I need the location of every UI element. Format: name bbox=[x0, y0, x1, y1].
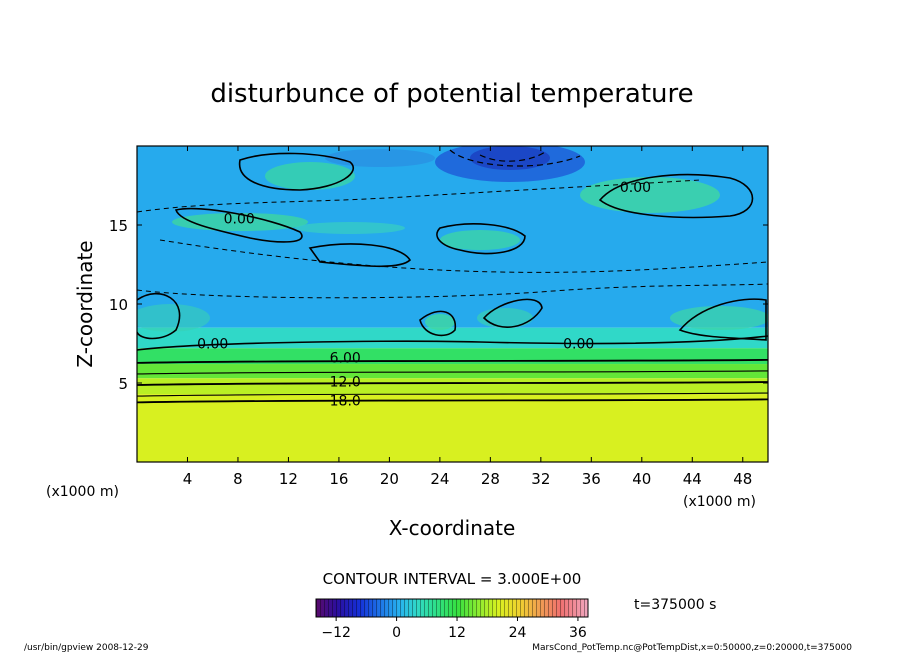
contour-label: 0.00 bbox=[197, 337, 228, 353]
colorbar-tick-label: 0 bbox=[392, 625, 401, 641]
contour-line bbox=[137, 381, 768, 386]
contour-line bbox=[174, 207, 303, 243]
x-tick-label: 40 bbox=[632, 470, 651, 488]
x-tick-label: 36 bbox=[582, 470, 601, 488]
x-tick-label: 8 bbox=[233, 470, 243, 488]
colorbar-tick-label: −12 bbox=[321, 625, 351, 641]
warm-patch bbox=[580, 177, 720, 213]
contour-line bbox=[137, 335, 768, 351]
warm-patch bbox=[425, 314, 455, 330]
footer-left: /usr/bin/gpview 2008-12-29 bbox=[24, 643, 149, 653]
x-tick-label: 28 bbox=[481, 470, 500, 488]
y-tick-label: 5 bbox=[118, 375, 128, 393]
contour-line bbox=[678, 298, 767, 341]
contour-line bbox=[137, 392, 768, 397]
y-axis: 5 10 15 bbox=[109, 217, 768, 393]
x-tick-label: 4 bbox=[183, 470, 193, 488]
contour-labels: 0.00 0.00 0.00 0.00 6.00 12.0 18.0 bbox=[197, 180, 651, 409]
warm-patch bbox=[670, 306, 768, 330]
colorbar-stripes bbox=[316, 599, 588, 617]
contour-line bbox=[482, 298, 543, 328]
y-tick-label: 15 bbox=[109, 217, 128, 235]
contour-label: 0.00 bbox=[563, 337, 594, 353]
contour-interval: CONTOUR INTERVAL = 3.000E+00 bbox=[323, 570, 582, 588]
colorbar: −12 0 12 24 36 bbox=[315, 598, 589, 641]
contour-line-dashed bbox=[449, 149, 581, 167]
plot-area: 0.00 0.00 0.00 0.00 6.00 12.0 18.0 bbox=[137, 146, 768, 462]
x-tick-label: 44 bbox=[683, 470, 702, 488]
chart-title: disturbunce of potential temperature bbox=[210, 79, 693, 109]
x-tick-label: 12 bbox=[279, 470, 298, 488]
contour-line bbox=[137, 358, 768, 364]
y-tick-label: 10 bbox=[109, 296, 128, 314]
x-unit-right: (x1000 m) bbox=[683, 494, 756, 510]
contour-label: 0.00 bbox=[224, 212, 255, 228]
field-patches bbox=[137, 146, 768, 332]
contour-line bbox=[419, 310, 456, 337]
contour-line-dashed bbox=[159, 239, 768, 273]
color-layer bbox=[137, 394, 768, 462]
contour-line-dashed bbox=[137, 283, 768, 299]
cold-patch bbox=[325, 149, 435, 167]
contour-line bbox=[598, 173, 754, 219]
contour-label: 6.00 bbox=[330, 351, 361, 367]
contour-line bbox=[308, 243, 412, 268]
contour-line bbox=[436, 223, 526, 255]
warm-patch bbox=[440, 230, 520, 250]
x-tick-label: 32 bbox=[531, 470, 550, 488]
y-axis-label: Z-coordinate bbox=[73, 240, 97, 367]
x-tick-label: 48 bbox=[733, 470, 752, 488]
contour-lines bbox=[137, 149, 768, 351]
x-axis-label: X-coordinate bbox=[389, 516, 516, 540]
colorbar-tick-label: 24 bbox=[509, 625, 527, 641]
color-layer bbox=[137, 364, 768, 379]
x-tick-label: 20 bbox=[380, 470, 399, 488]
contour-bands bbox=[137, 358, 768, 404]
colorbar-tick-label: 12 bbox=[448, 625, 466, 641]
x-tick-label: 16 bbox=[329, 470, 348, 488]
color-layer bbox=[137, 378, 768, 395]
contour-line bbox=[137, 370, 768, 375]
contour-line bbox=[137, 398, 768, 404]
x-tick-label: 24 bbox=[430, 470, 449, 488]
contour-label: 0.00 bbox=[620, 180, 651, 196]
contour-line bbox=[137, 292, 181, 340]
contour-label: 18.0 bbox=[330, 393, 361, 409]
x-axis: 4 8 12 16 20 24 28 32 36 40 44 48 bbox=[183, 146, 752, 488]
warm-patch bbox=[137, 304, 210, 332]
contour-line-dashed bbox=[479, 151, 546, 162]
colorbar-ticks: −12 0 12 24 36 bbox=[321, 617, 587, 641]
warm-patch bbox=[265, 162, 355, 190]
x-unit-left: (x1000 m) bbox=[46, 484, 119, 500]
contour-line-dashed bbox=[137, 179, 701, 213]
footer-right: MarsCond_PotTemp.nc@PotTempDist,x=0:5000… bbox=[532, 643, 852, 653]
contour-line bbox=[238, 152, 355, 191]
colorbar-tick-label: 36 bbox=[569, 625, 587, 641]
contour-label: 12.0 bbox=[330, 374, 361, 390]
warm-patch bbox=[477, 308, 533, 328]
time-label: t=375000 s bbox=[634, 597, 716, 613]
colorbar-frame bbox=[315, 598, 589, 618]
warm-patch bbox=[295, 222, 405, 234]
